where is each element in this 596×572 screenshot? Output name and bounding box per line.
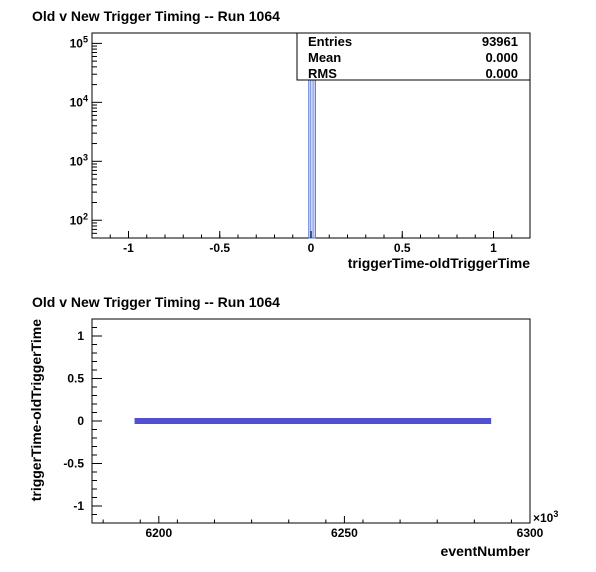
y-tick-label: 0 bbox=[77, 414, 84, 428]
stats-entries-label: Entries bbox=[308, 34, 352, 49]
y-tick-label: 1 bbox=[77, 329, 84, 343]
histogram-title: Old v New Trigger Timing -- Run 1064 bbox=[32, 8, 280, 24]
y-tick-label: 105 bbox=[70, 34, 88, 50]
stats-mean-label: Mean bbox=[308, 50, 341, 65]
histogram-y-ticks: 102 103 104 105 bbox=[70, 34, 102, 234]
x-tick-label: 0.5 bbox=[394, 241, 411, 255]
y-tick-label: 102 bbox=[70, 211, 88, 227]
scatter-x-multiplier: ×103 bbox=[533, 509, 558, 525]
x-tick-label: 6200 bbox=[145, 526, 172, 540]
histogram-x-ticks: -1 -0.5 0 0.5 1 bbox=[109, 231, 513, 255]
scatter-y-axis-label: triggerTime-oldTriggerTime bbox=[28, 319, 44, 502]
stats-box: Entries 93961 Mean 0.000 RMS 0.000 bbox=[296, 32, 531, 81]
y-tick-label: -0.5 bbox=[63, 457, 84, 471]
histogram-panel: Old v New Trigger Timing -- Run 1064 -1-… bbox=[32, 8, 531, 271]
y-tick-label: 103 bbox=[70, 152, 88, 168]
scatter-x-axis-label: eventNumber bbox=[441, 543, 531, 559]
scatter-x-ticks: 6200 6250 6300 bbox=[102, 516, 544, 540]
x-tick-label: -0.5 bbox=[209, 241, 230, 255]
scatter-y-ticks: 1 0.5 0 -0.5 -1 bbox=[63, 327, 102, 515]
y-tick-label: 0.5 bbox=[67, 372, 84, 386]
x-tick-label: 1 bbox=[490, 241, 497, 255]
stats-entries-value: 93961 bbox=[482, 34, 518, 49]
y-tick-label: -1 bbox=[73, 499, 84, 513]
x-tick-label: 6250 bbox=[331, 526, 358, 540]
x-tick-label: 0 bbox=[308, 241, 315, 255]
stats-box-frame bbox=[296, 32, 531, 81]
scatter-panel: Old v New Trigger Timing -- Run 1064 620… bbox=[28, 294, 558, 559]
histogram-x-axis-label: triggerTime-oldTriggerTime bbox=[348, 255, 531, 271]
stats-rms-value: 0.000 bbox=[485, 66, 518, 81]
y-tick-label: 104 bbox=[70, 93, 88, 109]
x-tick-label: -1 bbox=[123, 241, 134, 255]
stats-mean-value: 0.000 bbox=[485, 50, 518, 65]
scatter-title: Old v New Trigger Timing -- Run 1064 bbox=[32, 294, 280, 310]
stats-rms-label: RMS bbox=[308, 66, 337, 81]
x-tick-label: 6300 bbox=[517, 526, 544, 540]
